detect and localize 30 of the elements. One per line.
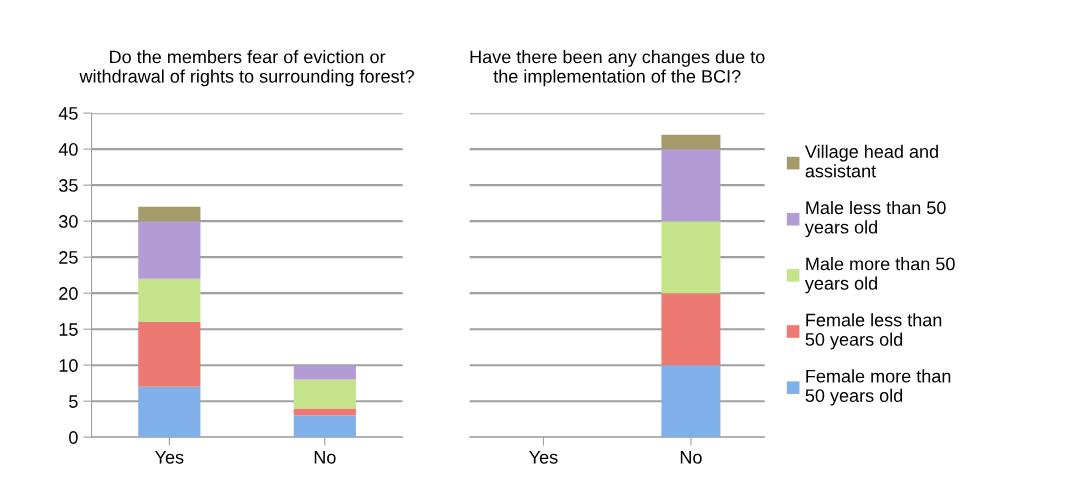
y-tick-label: 0: [69, 431, 78, 444]
chart-title: Have there been any changes due to the implementation of the BCI?: [470, 50, 765, 87]
y-tick-label: 45: [58, 107, 78, 120]
x-tick-label: No: [680, 451, 702, 464]
bar: [138, 386, 201, 438]
bar: [138, 278, 201, 322]
y-tick-label: 25: [59, 251, 78, 264]
legend-label: Male more than 50 years old: [804, 257, 955, 294]
x-tick-label: Yes: [529, 451, 558, 464]
legend-label: Female less than 50 years old: [805, 313, 942, 350]
bar: [138, 221, 201, 279]
legend-label: Village head and assistant: [804, 144, 938, 178]
y-tick-label: 30: [59, 215, 78, 228]
y-tick-label: 15: [59, 323, 78, 336]
bar: [138, 206, 201, 222]
legend-label: Female more than 50 years old: [805, 369, 951, 406]
chart-title: Do the members fear of eviction or withdrawal of rights to surrounding forest?: [79, 50, 415, 87]
bar: [138, 321, 201, 387]
y-tick-label: 40: [58, 143, 78, 156]
y-tick-label: 5: [69, 395, 78, 408]
x-tick-label: Yes: [155, 451, 184, 464]
x-tick-label: No: [314, 451, 336, 464]
bar: [293, 365, 356, 380]
bar: [293, 379, 356, 409]
y-tick-label: 35: [59, 179, 78, 192]
bar: [293, 408, 356, 416]
y-tick-label: 10: [59, 359, 78, 372]
bar: [293, 415, 356, 438]
y-tick-label: 20: [59, 287, 78, 300]
legend-label: Male less than 50 years old: [804, 200, 946, 238]
